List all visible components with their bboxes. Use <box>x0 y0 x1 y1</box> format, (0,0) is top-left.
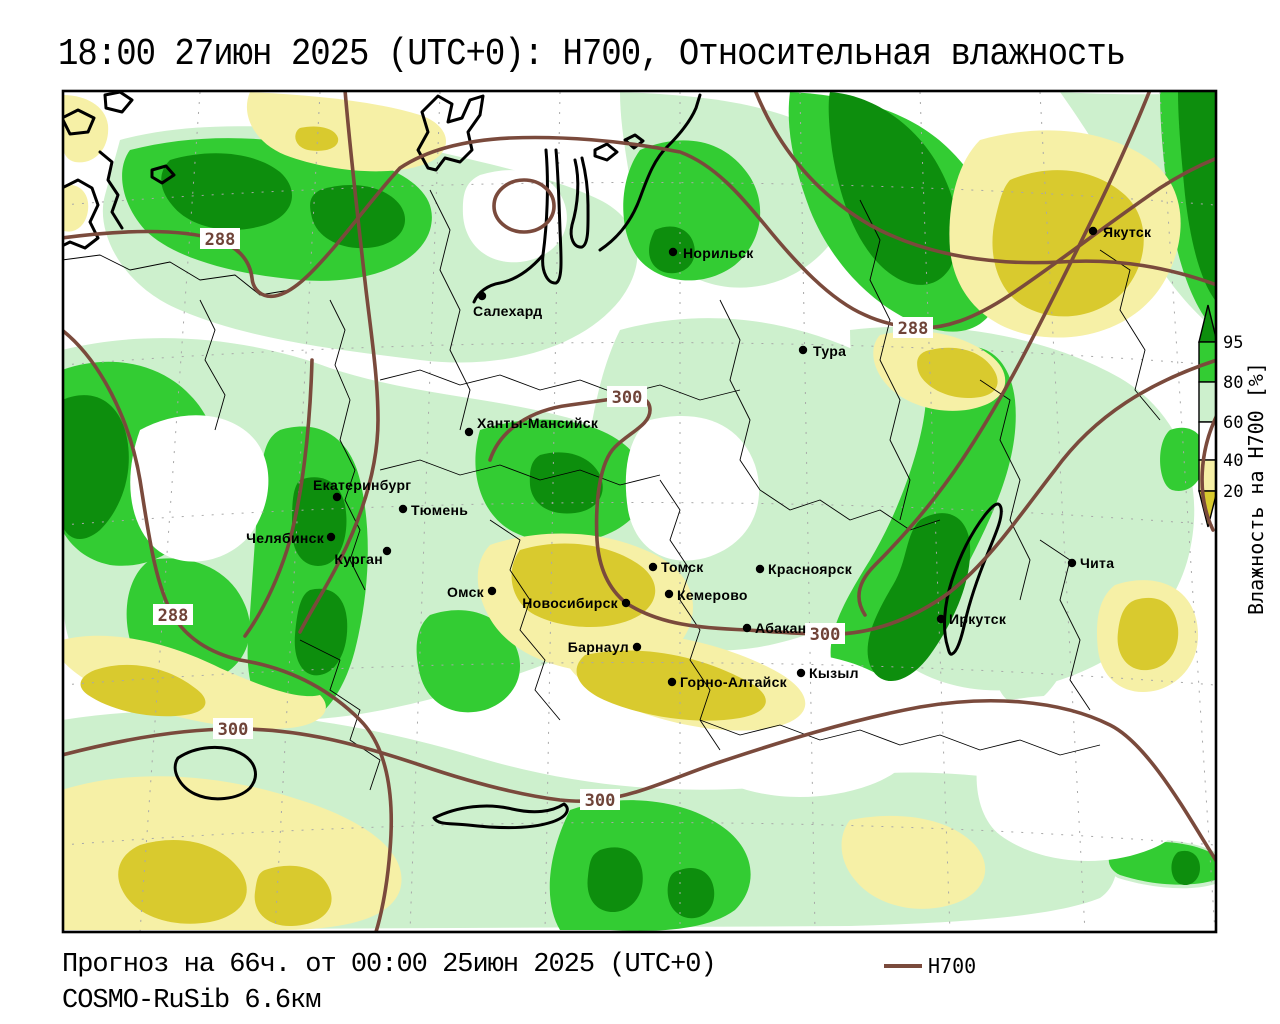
city-marker <box>648 562 658 572</box>
city-marker <box>332 492 342 502</box>
contour-labels: 288 288 288 300 300 300 300 <box>153 228 933 811</box>
h700-contour-lines <box>63 91 1216 932</box>
city-label: Красноярск <box>768 561 853 577</box>
city-label: Ханты-Мансийск <box>477 415 599 431</box>
contour-label-box <box>893 317 933 338</box>
city-marker <box>664 589 674 599</box>
aral-lake <box>173 745 257 801</box>
city-marker <box>1088 226 1098 236</box>
colorbar-tick: 60 <box>1223 413 1243 433</box>
colorbar-tick: 40 <box>1223 451 1243 471</box>
island <box>63 108 96 136</box>
island <box>103 91 134 114</box>
city-label: Барнаул <box>568 639 629 655</box>
contour-label-box <box>607 386 647 407</box>
h700-line-label: H700 <box>928 954 977 978</box>
city-marker <box>755 564 765 574</box>
humidity-lt20-regions <box>80 126 1179 927</box>
contour-label-box <box>213 718 253 739</box>
city-marker <box>326 532 336 542</box>
colorbar-tick: 95 <box>1223 333 1243 353</box>
map-title: 18:00 27июн 2025 (UTC+0): H700, Относите… <box>58 34 1126 77</box>
city-label: Чита <box>1080 555 1114 571</box>
island <box>150 164 176 185</box>
yamal-peninsula-coast <box>416 94 485 172</box>
humidity-fill-layer <box>63 92 1215 931</box>
city-label: Иркутск <box>949 611 1007 627</box>
city-marker <box>936 614 946 624</box>
city-label: Салехард <box>473 303 542 319</box>
lake-baikal <box>943 502 1003 656</box>
humidity-gt95-regions <box>63 92 1215 919</box>
lake-balkhash <box>432 802 569 830</box>
h700-line-legend: H700 <box>884 954 976 978</box>
colorbar-tick-labels: 95 80 60 40 20 <box>1223 333 1243 502</box>
city-label: Томск <box>661 559 704 575</box>
city-marker <box>796 668 806 678</box>
city-label: Челябинск <box>246 530 325 546</box>
city-label: Новосибирск <box>522 595 618 611</box>
forecast-info: Прогноз на 66ч. от 00:00 25июн 2025 (UTC… <box>62 950 717 980</box>
ob-gulf-coast <box>541 148 563 285</box>
contour-label: 300 <box>585 791 616 811</box>
contour-label: 300 <box>612 388 643 408</box>
taz-gulf-coast <box>569 156 590 249</box>
city-label: Курган <box>334 551 383 567</box>
white-sea-coast <box>63 178 100 250</box>
city-label: Екатеринбург <box>313 477 411 493</box>
contour-label-box <box>580 789 620 810</box>
city-marker <box>477 291 487 301</box>
contour-label: 288 <box>205 230 236 250</box>
contour-label: 288 <box>898 319 929 339</box>
contour-label-box <box>153 604 193 625</box>
city-marker <box>668 247 678 257</box>
colorbar-tick: 80 <box>1223 373 1243 393</box>
model-info: COSMO-RuSib 6.6км <box>62 986 321 1016</box>
island <box>593 142 619 162</box>
graticule-lines <box>63 91 1216 932</box>
city-label: Тура <box>813 343 846 359</box>
city-markers: Салехард Норильск Тура Якутск Ханты-Мансийск… <box>246 224 1152 690</box>
map-canvas: 288 288 288 300 300 300 300 Салехард Норильск Ту… <box>63 91 1216 932</box>
colorbar-segment-60-80 <box>1198 381 1216 423</box>
city-marker <box>464 427 474 437</box>
contour-label-box <box>200 228 240 249</box>
city-label: Кемерово <box>677 587 748 603</box>
city-marker <box>621 598 631 608</box>
colorbar-title: Влажность на H700 [%] <box>1244 362 1268 615</box>
city-label: Омск <box>447 584 485 600</box>
city-label: Якутск <box>1103 224 1152 240</box>
city-marker <box>398 504 408 514</box>
admin-borders <box>63 189 1161 791</box>
colorbar-tick: 20 <box>1223 482 1243 502</box>
city-label: Горно-Алтайск <box>680 674 788 690</box>
city-label: Абакан <box>755 620 806 636</box>
contour-label: 288 <box>158 606 189 626</box>
h700-line-sample <box>884 964 922 968</box>
contour-label: 300 <box>810 625 841 645</box>
contour-label-box <box>805 623 845 644</box>
kola-coast <box>98 150 124 230</box>
city-label: Кызыл <box>809 665 859 681</box>
coastlines <box>63 91 1003 830</box>
city-marker <box>1067 558 1077 568</box>
contour-label: 300 <box>218 720 249 740</box>
city-marker <box>382 546 392 556</box>
map-frame <box>61 89 1218 934</box>
east-coast <box>598 93 702 252</box>
city-label: Тюмень <box>411 502 468 518</box>
city-marker <box>667 677 677 687</box>
city-marker <box>632 642 642 652</box>
city-marker <box>487 586 497 596</box>
city-marker <box>798 345 808 355</box>
city-marker <box>742 623 752 633</box>
city-label: Норильск <box>683 245 754 261</box>
